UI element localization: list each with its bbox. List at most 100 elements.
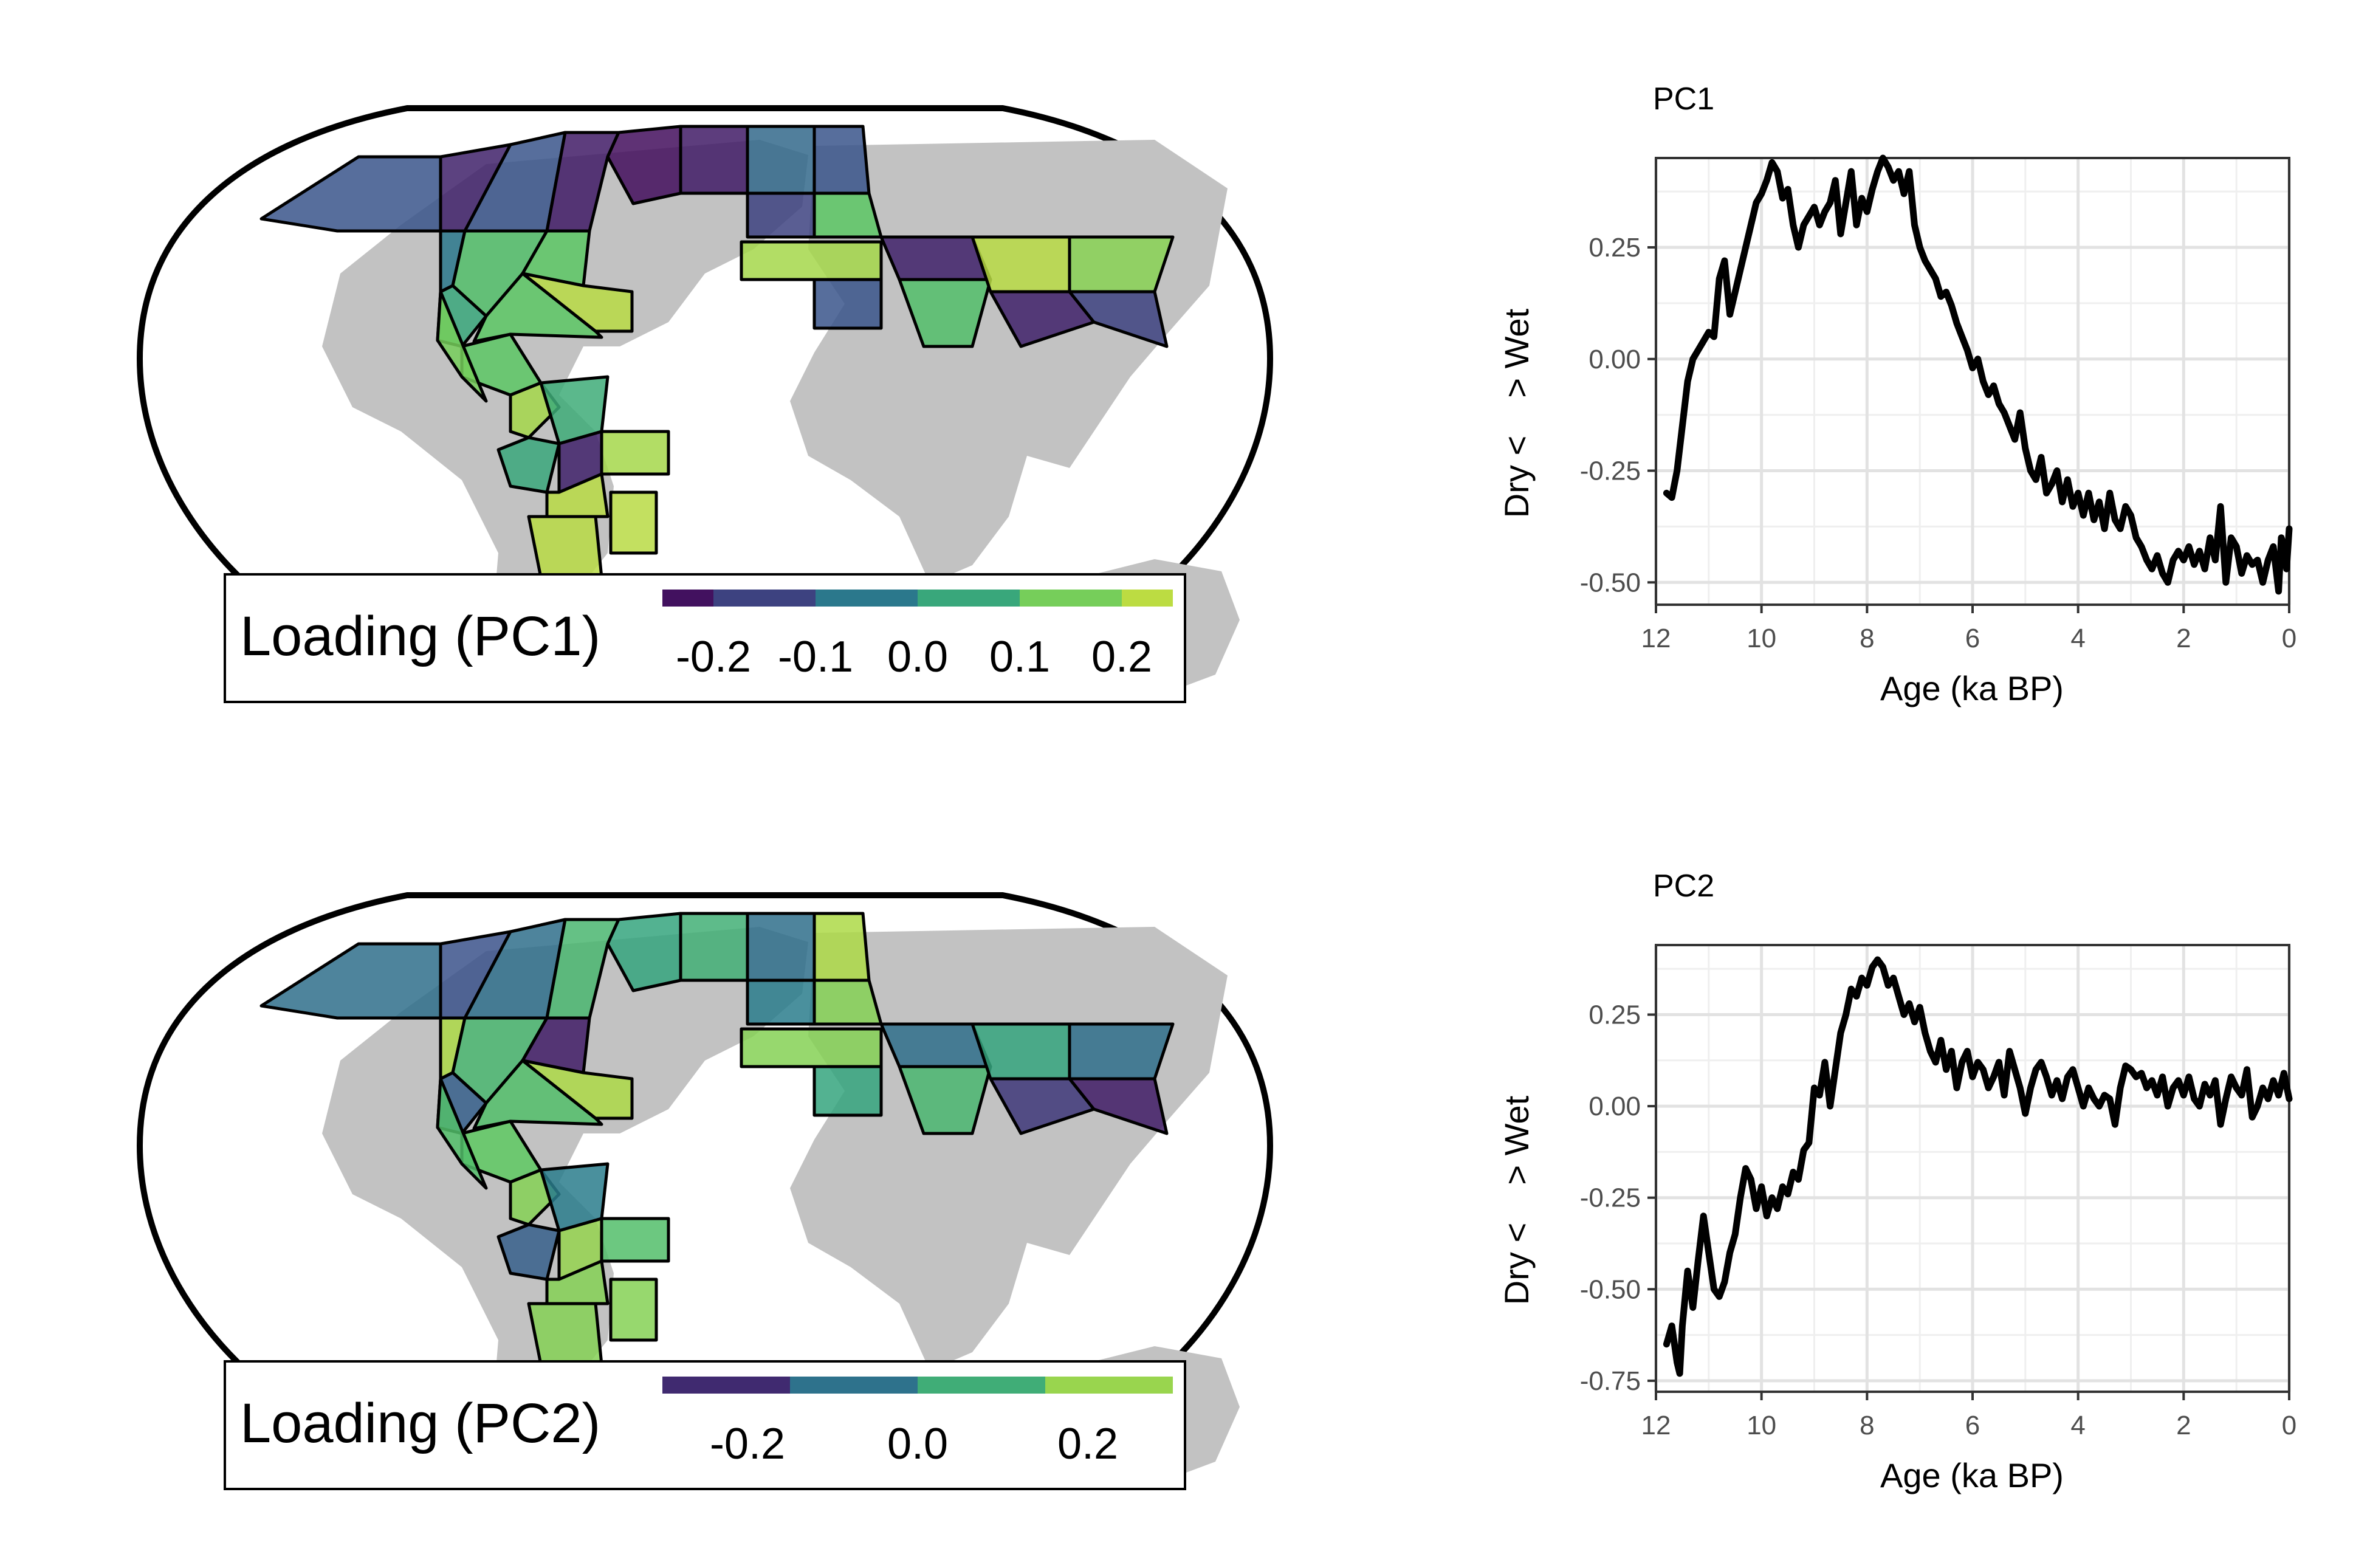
region-polygon bbox=[496, 436, 561, 494]
y-tick-label: -0.50 bbox=[1580, 568, 1641, 597]
region-polygon bbox=[679, 912, 749, 982]
region-polygon bbox=[545, 1259, 610, 1305]
x-tick-label: 6 bbox=[1965, 1411, 1980, 1440]
region-polygon bbox=[746, 125, 816, 195]
x-axis-label: Age (ka BP) bbox=[1880, 669, 2064, 707]
colorbar-tick-label: 0.2 bbox=[1091, 633, 1152, 681]
region-polygon bbox=[1068, 1077, 1169, 1135]
region-polygon bbox=[1068, 290, 1169, 348]
y-tick-label: -0.25 bbox=[1580, 1183, 1641, 1213]
region-polygon bbox=[496, 1223, 561, 1281]
plot-area: 12 10 8 6 4 2 0 0.25 0.00 -0.25 -0.50 -0.75 bbox=[1580, 944, 2296, 1440]
y-axis-label: Dry < > Wet bbox=[1497, 308, 1536, 518]
map-panel-pc1: Loading (PC1) -0.2 -0.1 0.0 0.1 0.2 bbox=[122, 91, 1288, 720]
region-polygon bbox=[740, 1027, 883, 1068]
region-polygon bbox=[1068, 1022, 1175, 1081]
region-polygon bbox=[898, 1065, 992, 1135]
x-tick-label: 8 bbox=[1860, 624, 1874, 653]
region-polygon bbox=[609, 1277, 658, 1342]
colorbar-segment bbox=[816, 590, 918, 607]
region-polygon bbox=[746, 978, 816, 1026]
region-polygon bbox=[1068, 235, 1175, 294]
region-polygon bbox=[812, 912, 871, 982]
chart-title: PC1 bbox=[1653, 81, 1714, 117]
colorbar-segment bbox=[713, 590, 816, 607]
region-polygon bbox=[746, 191, 816, 239]
region-polygon bbox=[521, 272, 634, 333]
x-tick-label: 8 bbox=[1860, 1411, 1874, 1440]
x-axis-label: Age (ka BP) bbox=[1880, 1456, 2064, 1494]
y-tick-label: 0.25 bbox=[1589, 233, 1641, 263]
colorbar-tick-label: 0.2 bbox=[1057, 1420, 1118, 1468]
region-polygon bbox=[740, 240, 883, 281]
colorbar-tick-label: -0.2 bbox=[710, 1420, 785, 1468]
region-polygon bbox=[527, 1302, 603, 1366]
legend-colorbar: -0.2 -0.1 0.0 0.1 0.2 bbox=[662, 590, 1173, 681]
x-tick-label: 4 bbox=[2070, 624, 2085, 653]
region-polygon bbox=[527, 515, 603, 579]
x-tick-label: 10 bbox=[1747, 624, 1776, 653]
region-polygon bbox=[545, 472, 610, 518]
legend-colorbar: -0.2 0.0 0.2 bbox=[662, 1377, 1173, 1468]
colorbar-tick-label: -0.2 bbox=[676, 633, 751, 681]
region-polygon bbox=[521, 1059, 634, 1120]
colorbar-segment bbox=[918, 1377, 1045, 1394]
region-polygons bbox=[259, 912, 1175, 1415]
x-tick-label: 2 bbox=[2176, 624, 2191, 653]
colorbar-segment bbox=[662, 590, 713, 607]
map-pc2-svg: Loading (PC2) -0.2 0.0 0.2 bbox=[136, 892, 1274, 1490]
region-polygon bbox=[746, 912, 816, 982]
chart-pc2-svg: PC2 12 10 8 6 4 2 0 0.25 0.00 -0.25 -0.50 -0.75 Age… bbox=[1497, 868, 2296, 1494]
x-tick-label: 10 bbox=[1747, 1411, 1776, 1440]
colorbar-segment bbox=[790, 1377, 918, 1394]
region-polygon bbox=[812, 191, 883, 239]
legend-box: Loading (PC1) -0.2 -0.1 0.0 0.1 0.2 bbox=[224, 573, 1186, 703]
chart-panel-pc1: PC1 12 10 8 6 4 2 0 0.25 0.00 -0.25 -0.50 Age (ka … bbox=[1458, 79, 2321, 738]
colorbar-tick-label: 0.0 bbox=[887, 633, 948, 681]
colorbar-segment bbox=[918, 590, 1020, 607]
x-tick-label: 12 bbox=[1641, 1411, 1671, 1440]
x-tick-label: 2 bbox=[2176, 1411, 2191, 1440]
y-tick-label: -0.25 bbox=[1580, 456, 1641, 486]
x-tick-label: 12 bbox=[1641, 624, 1671, 653]
colorbar-tick-label: 0.1 bbox=[989, 633, 1050, 681]
region-polygon bbox=[812, 1065, 883, 1117]
map-pc1-svg: Loading (PC1) -0.2 -0.1 0.0 0.1 0.2 bbox=[136, 105, 1274, 703]
chart-title: PC2 bbox=[1653, 868, 1714, 904]
region-polygon bbox=[812, 125, 871, 195]
colorbar-segment bbox=[1045, 1377, 1173, 1394]
x-tick-label: 0 bbox=[2282, 1411, 2296, 1440]
series-line bbox=[1663, 956, 2293, 1377]
y-tick-label: 0.00 bbox=[1589, 345, 1641, 374]
colorbar-segment bbox=[1122, 590, 1173, 607]
colorbar-tick-label: -0.1 bbox=[778, 633, 853, 681]
y-tick-label: 0.00 bbox=[1589, 1092, 1641, 1121]
region-polygon bbox=[545, 918, 620, 1020]
y-axis-label: Dry < > Wet bbox=[1497, 1095, 1536, 1305]
region-polygon bbox=[436, 290, 488, 403]
colorbar-segment bbox=[662, 1377, 790, 1394]
chart-pc1-svg: PC1 12 10 8 6 4 2 0 0.25 0.00 -0.25 -0.50 Age (ka … bbox=[1497, 81, 2296, 707]
plot-area: 12 10 8 6 4 2 0 0.25 0.00 -0.25 -0.50 bbox=[1580, 154, 2296, 653]
region-polygon bbox=[898, 278, 992, 348]
x-tick-label: 4 bbox=[2070, 1411, 2085, 1440]
region-polygon bbox=[812, 278, 883, 330]
region-polygon bbox=[679, 125, 749, 195]
legend-title: Loading (PC1) bbox=[240, 605, 600, 667]
y-tick-label: 0.25 bbox=[1589, 1000, 1641, 1030]
map-panel-pc2: Loading (PC2) -0.2 0.0 0.2 bbox=[122, 878, 1288, 1507]
chart-panel-pc2: PC2 12 10 8 6 4 2 0 0.25 0.00 -0.25 -0.50 -0.75 Age… bbox=[1458, 866, 2321, 1525]
region-polygon bbox=[436, 1077, 488, 1190]
legend-box: Loading (PC2) -0.2 0.0 0.2 bbox=[224, 1360, 1186, 1490]
region-polygon bbox=[606, 912, 682, 992]
legend-title: Loading (PC2) bbox=[240, 1392, 600, 1454]
region-polygon bbox=[545, 131, 620, 233]
colorbar-tick-label: 0.0 bbox=[887, 1420, 948, 1468]
region-polygon bbox=[606, 125, 682, 205]
region-polygon bbox=[812, 978, 883, 1026]
y-tick-label: -0.75 bbox=[1580, 1366, 1641, 1396]
series-line bbox=[1663, 154, 2293, 595]
region-polygon bbox=[600, 1217, 670, 1263]
colorbar-segment bbox=[1020, 590, 1122, 607]
region-polygon bbox=[600, 430, 670, 476]
